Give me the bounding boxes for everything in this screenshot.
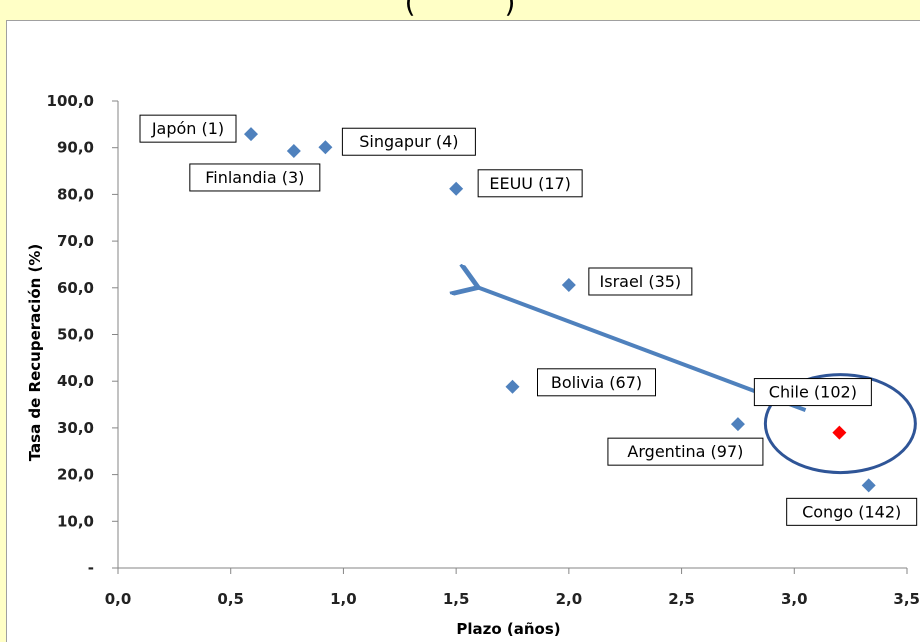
chart-title: ( ) xyxy=(404,0,516,19)
data-label: Singapur (4) xyxy=(359,132,458,151)
data-label: Bolivia (67) xyxy=(551,373,642,392)
x-axis-label: Plazo (años) xyxy=(456,620,560,638)
annotations xyxy=(478,287,917,475)
y-tick-label: 30,0 xyxy=(57,419,94,437)
data-point xyxy=(832,425,847,440)
trend-arrow xyxy=(478,287,807,413)
y-axis-label: Tasa de Recuperación (%) xyxy=(26,244,44,462)
y-tick-label: 60,0 xyxy=(57,279,94,297)
y-tick-label: - xyxy=(88,559,94,577)
data-label: Congo (142) xyxy=(802,502,901,521)
y-tick-label: 10,0 xyxy=(57,512,94,530)
x-tick-label: 2,5 xyxy=(668,590,695,608)
data-label-box xyxy=(753,378,872,407)
title-strip: ( ) xyxy=(0,0,920,20)
data-point xyxy=(449,181,464,196)
data-point xyxy=(505,379,520,394)
data-label-box xyxy=(607,437,764,466)
data-label-box xyxy=(588,267,693,296)
data-label-box xyxy=(341,127,476,156)
data-label: Israel (35) xyxy=(600,272,682,291)
data-label: Finlandia (3) xyxy=(205,168,304,187)
x-tick-label: 1,0 xyxy=(330,590,357,608)
data-point xyxy=(561,277,576,292)
y-tick-label: 50,0 xyxy=(57,326,94,344)
x-tick-label: 0,5 xyxy=(217,590,244,608)
chile-highlight-ellipse xyxy=(763,373,917,475)
data-point xyxy=(861,478,876,493)
data-label-box xyxy=(477,169,583,198)
x-tick-label: 0,0 xyxy=(105,590,132,608)
y-tick-label: 70,0 xyxy=(57,232,94,250)
x-tick-label: 1,5 xyxy=(443,590,470,608)
y-tick-label: 40,0 xyxy=(57,372,94,390)
data-label: Chile (102) xyxy=(769,383,857,402)
data-label: EEUU (17) xyxy=(489,174,571,193)
data-label-box xyxy=(189,163,321,192)
data-point xyxy=(286,143,301,158)
x-tick-label: 2,0 xyxy=(556,590,583,608)
data-label: Argentina (97) xyxy=(627,442,743,461)
data-label-box xyxy=(537,368,656,397)
data-label: Japón (1) xyxy=(151,119,224,138)
data-points: Japón (1) Finlandia (3) Singapur (4) EEUU (… xyxy=(139,114,918,526)
data-label-box xyxy=(139,114,237,143)
data-point xyxy=(730,417,745,432)
data-point xyxy=(318,140,333,155)
y-tick-label: 90,0 xyxy=(57,139,94,157)
y-tick-label: 100,0 xyxy=(47,92,94,110)
data-label-box xyxy=(786,497,918,526)
data-point xyxy=(244,127,259,142)
axes: - 10,0 20,0 30,0 40,0 50,0 60,0 70,0 80,0 90,0 100… xyxy=(47,92,920,608)
x-tick-label: 3,0 xyxy=(781,590,808,608)
y-tick-label: 20,0 xyxy=(57,466,94,484)
y-tick-label: 80,0 xyxy=(57,185,94,203)
x-tick-label: 3,5 xyxy=(893,590,920,608)
